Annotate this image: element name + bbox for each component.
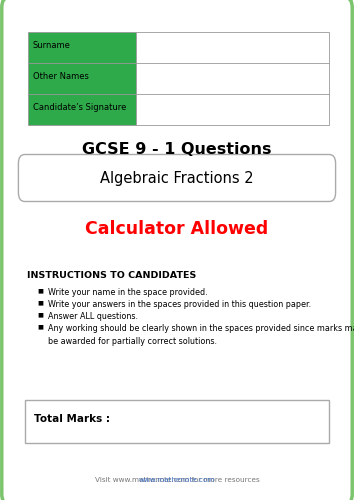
Text: Visit www.mathenote.com for more resources: Visit www.mathenote.com for more resourc… (95, 477, 259, 483)
FancyBboxPatch shape (18, 154, 336, 202)
Text: Write your name in the space provided.: Write your name in the space provided. (48, 288, 207, 297)
Bar (28, 94, 136, 126)
Text: ■: ■ (37, 324, 43, 329)
Text: ■: ■ (37, 312, 43, 317)
Text: Algebraic Fractions 2: Algebraic Fractions 2 (100, 170, 254, 186)
Bar (28, 64, 136, 94)
Text: GCSE 9 - 1 Questions: GCSE 9 - 1 Questions (82, 142, 272, 158)
Text: ■: ■ (37, 288, 43, 293)
Text: Calculator Allowed: Calculator Allowed (85, 220, 269, 238)
Text: Answer ALL questions.: Answer ALL questions. (48, 312, 138, 321)
Text: Other Names: Other Names (33, 72, 88, 81)
Bar (136, 64, 329, 94)
Text: Total Marks :: Total Marks : (34, 414, 110, 424)
Text: ■: ■ (37, 300, 43, 305)
Text: Surname: Surname (33, 41, 70, 50)
Bar (28, 32, 136, 64)
Bar (136, 32, 329, 64)
Bar (25, 400, 329, 442)
Text: Any working should be clearly shown in the spaces provided since marks may: Any working should be clearly shown in t… (48, 324, 354, 333)
Bar (136, 94, 329, 126)
Text: Write your answers in the spaces provided in this question paper.: Write your answers in the spaces provide… (48, 300, 311, 309)
Text: Candidate’s Signature: Candidate’s Signature (33, 103, 126, 112)
Text: www.mathenote.com: www.mathenote.com (139, 477, 215, 483)
Text: be awarded for partially correct solutions.: be awarded for partially correct solutio… (48, 337, 217, 346)
Text: INSTRUCTIONS TO CANDIDATES: INSTRUCTIONS TO CANDIDATES (27, 271, 196, 280)
